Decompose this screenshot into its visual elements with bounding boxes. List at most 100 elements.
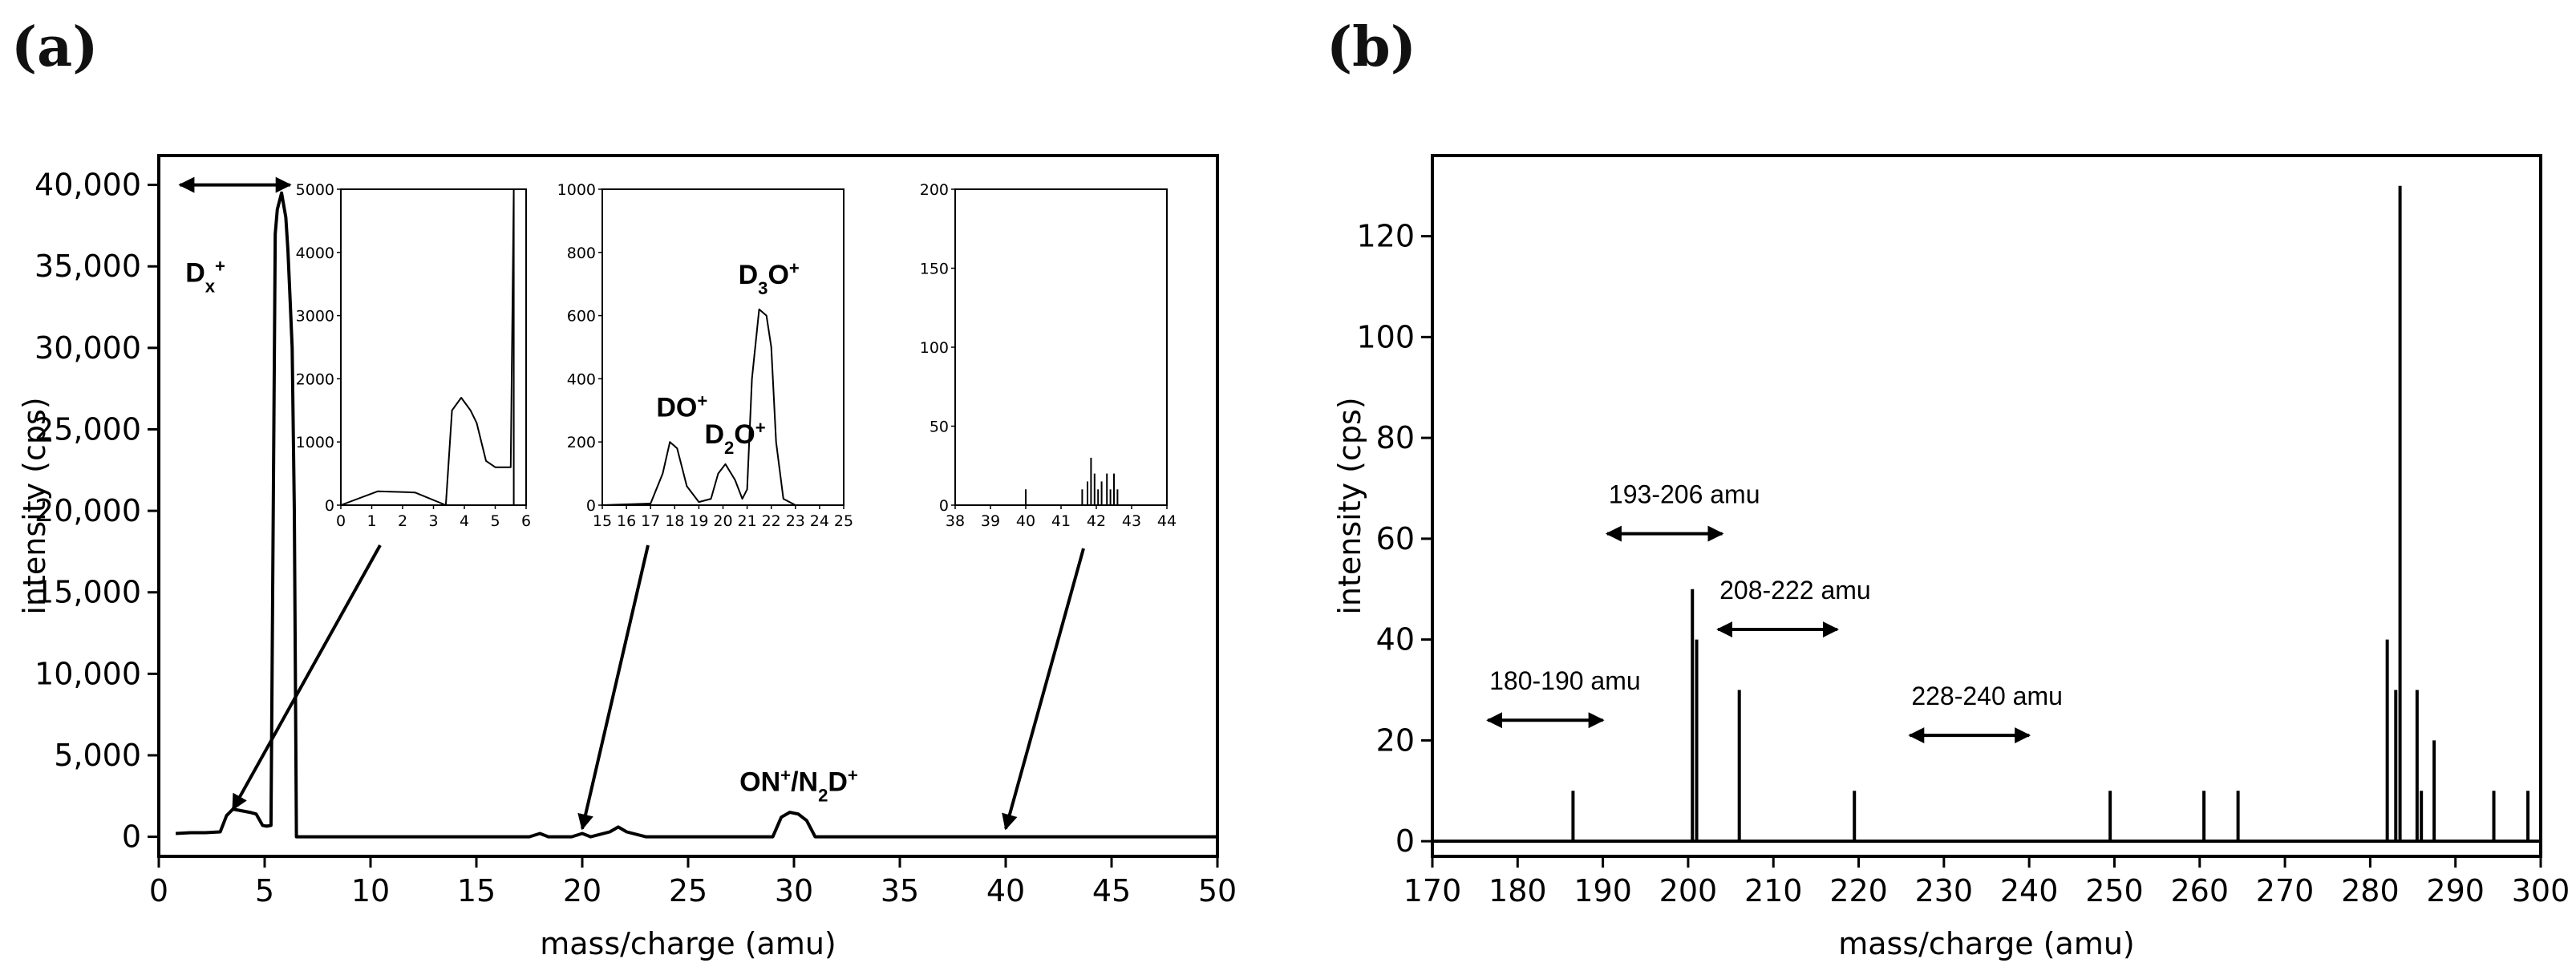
inset-x-tick-label: 39 (981, 512, 1000, 530)
inset-y-tick-label: 0 (325, 497, 334, 515)
y-tick-label: 35,000 (34, 249, 141, 284)
y-tick-label: 40,000 (34, 168, 141, 203)
inset-frame (954, 188, 1168, 506)
inset-y-tick-label: 600 (567, 308, 596, 326)
y-tick-label: 100 (1356, 319, 1415, 354)
inset-x-tick-label: 0 (336, 512, 346, 530)
range-label: 180-190 amu (1489, 666, 1641, 695)
x-axis-label: mass/charge (amu) (540, 926, 836, 961)
chart-b: 170 180 190 200 210 220 230 240 250 260 270 280 290 3… (1332, 154, 2570, 961)
range-label: 193-206 amu (1609, 480, 1760, 509)
x-tick-label: 240 (2000, 873, 2059, 908)
chart-a: 0 5 10 15 20 25 30 35 40 45 5005,00010,00015,00020… (17, 154, 1237, 961)
inset-frame (340, 188, 527, 506)
x-tick-label: 45 (1092, 873, 1131, 908)
range-label: 208-222 amu (1719, 576, 1871, 605)
annotation-on-n2d: ON+/N2D+ (739, 765, 858, 805)
inset-x-tick-label: 22 (762, 512, 781, 530)
y-tick-label: 120 (1356, 219, 1415, 254)
x-tick-label: 180 (1488, 873, 1547, 908)
x-tick-label: 200 (1659, 873, 1718, 908)
y-tick-label: 15,000 (34, 575, 141, 610)
inset-pointer-arrow (231, 544, 382, 811)
y-tick-label: 0 (122, 819, 141, 855)
y-axis-label: intensity (cps) (17, 397, 52, 614)
x-tick-label: 40 (986, 873, 1025, 908)
inset-peak-label: D2O+ (704, 418, 765, 458)
inset-i2: 15 16 17 18 19 20 21 22 23 24 25 0 200 400 600 800 1000 D… (557, 181, 853, 530)
inset-i3: 38 39 40 41 42 43 44 0 50 100 150 200 (920, 181, 1177, 530)
inset-x-tick-label: 4 (460, 512, 469, 530)
inset-y-tick-label: 1000 (557, 181, 596, 199)
inset-y-tick-label: 50 (930, 419, 949, 436)
y-tick-label: 10,000 (34, 656, 141, 691)
inset-x-tick-label: 19 (689, 512, 708, 530)
inset-x-tick-label: 44 (1157, 512, 1177, 530)
inset-x-tick-label: 40 (1016, 512, 1035, 530)
y-tick-label: 0 (1395, 823, 1415, 859)
inset-x-tick-label: 6 (521, 512, 531, 530)
x-tick-label: 260 (2171, 873, 2230, 908)
inset-y-tick-label: 400 (567, 370, 596, 388)
y-tick-label: 80 (1376, 420, 1415, 455)
inset-line (340, 188, 526, 506)
x-tick-label: 220 (1829, 873, 1888, 908)
inset-x-tick-label: 41 (1051, 512, 1071, 530)
inset-x-tick-label: 17 (641, 512, 660, 530)
y-tick-label: 25,000 (34, 411, 141, 447)
x-tick-label: 250 (2085, 873, 2144, 908)
inset-y-tick-label: 5000 (296, 181, 334, 199)
x-tick-label: 15 (457, 873, 496, 908)
x-tick-label: 0 (149, 873, 168, 908)
y-tick-label: 20 (1376, 722, 1415, 758)
inset-x-tick-label: 18 (665, 512, 684, 530)
inset-y-tick-label: 4000 (296, 245, 334, 262)
inset-y-tick-label: 2000 (296, 370, 334, 388)
x-tick-label: 50 (1198, 873, 1237, 908)
inset-line (601, 308, 844, 506)
series-line-spectrum (175, 191, 1217, 839)
x-tick-label: 210 (1744, 873, 1803, 908)
x-tick-label: 190 (1574, 873, 1632, 908)
inset-x-tick-label: 3 (428, 512, 438, 530)
plot-frame (1431, 154, 2542, 858)
x-tick-label: 270 (2256, 873, 2315, 908)
inset-x-tick-label: 42 (1087, 512, 1106, 530)
y-tick-label: 60 (1376, 521, 1415, 556)
inset-x-tick-label: 5 (490, 512, 500, 530)
inset-x-tick-label: 24 (810, 512, 829, 530)
inset-y-tick-label: 150 (920, 261, 949, 278)
inset-x-tick-label: 15 (593, 512, 612, 530)
y-tick-label: 5,000 (54, 738, 141, 773)
panel-label-b: (b) (1326, 15, 1416, 79)
inset-i1: 0 1 2 3 4 5 6 0 1000 2000 3000 4000 5000 (296, 181, 531, 530)
inset-x-tick-label: 16 (617, 512, 636, 530)
inset-x-tick-label: 43 (1122, 512, 1141, 530)
inset-frame (601, 188, 844, 506)
inset-y-tick-label: 100 (920, 339, 949, 357)
inset-x-tick-label: 21 (738, 512, 757, 530)
x-tick-label: 25 (669, 873, 707, 908)
inset-x-tick-label: 2 (398, 512, 407, 530)
x-tick-label: 20 (563, 873, 601, 908)
panel-label-a: (a) (11, 15, 98, 79)
inset-x-tick-label: 25 (834, 512, 853, 530)
inset-y-tick-label: 3000 (296, 308, 334, 326)
inset-y-tick-label: 0 (586, 497, 596, 515)
inset-x-tick-label: 38 (946, 512, 965, 530)
inset-y-tick-label: 200 (920, 181, 949, 199)
x-tick-label: 290 (2426, 873, 2485, 908)
x-tick-label: 30 (775, 873, 813, 908)
y-tick-label: 20,000 (34, 493, 141, 528)
x-tick-label: 5 (255, 873, 274, 908)
x-tick-label: 10 (351, 873, 390, 908)
inset-pointer-arrow (1002, 548, 1085, 831)
inset-x-tick-label: 20 (713, 512, 732, 530)
x-tick-label: 230 (1915, 873, 1974, 908)
inset-peak-label: D3O+ (739, 258, 800, 298)
y-axis-label: intensity (cps) (1332, 397, 1367, 614)
range-label: 228-240 amu (1911, 682, 2063, 710)
inset-y-tick-label: 1000 (296, 434, 334, 451)
x-axis-label: mass/charge (amu) (1838, 926, 2135, 961)
